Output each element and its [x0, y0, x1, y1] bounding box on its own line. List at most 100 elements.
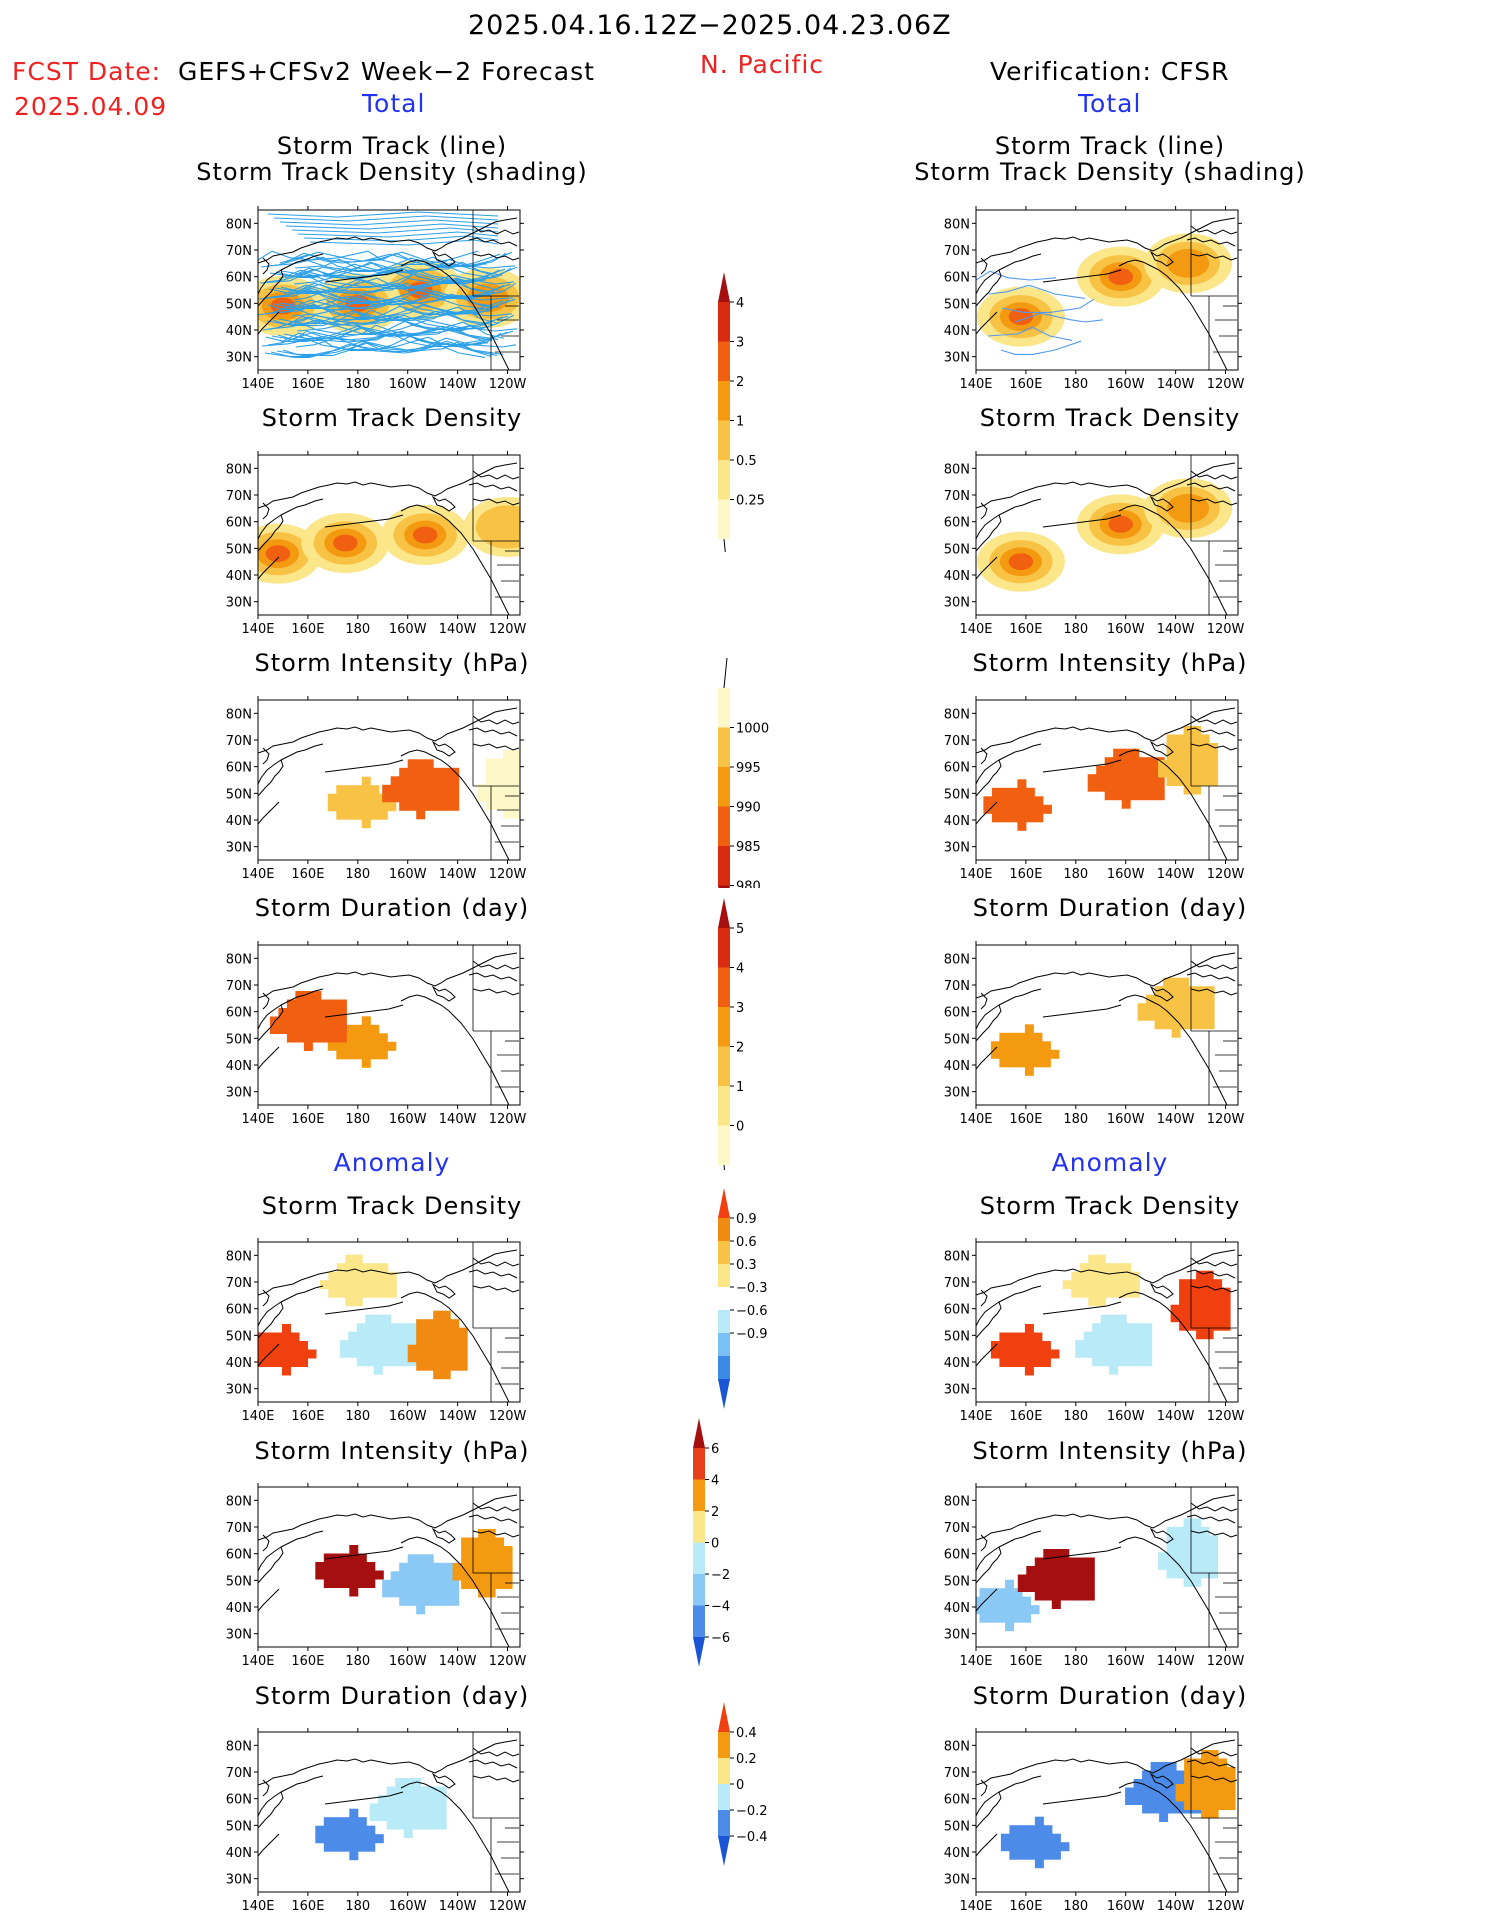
field-cell — [337, 1025, 347, 1034]
x-tick-label: 180 — [1063, 1409, 1088, 1424]
colorbar-tick-label: 3 — [736, 336, 744, 351]
field-cell — [1197, 994, 1207, 1004]
y-tick-label: 40N — [226, 1601, 252, 1616]
field-cell — [407, 767, 417, 777]
colorbar-tick-label: 0 — [736, 1120, 744, 1135]
y-tick-label: 60N — [944, 1303, 970, 1318]
field-cell — [520, 776, 529, 785]
storm-track-line — [282, 300, 504, 315]
field-cell — [1130, 765, 1140, 775]
coastline — [1042, 1301, 1122, 1315]
field-cell — [386, 1795, 396, 1804]
y-tick-label: 60N — [226, 761, 252, 776]
map-frame — [257, 1731, 521, 1893]
forecast-density-map: 140E 160E 180 160W 140W 120W80N70N60N50N40N30… — [226, 451, 527, 637]
field-cell — [258, 1341, 266, 1350]
coastline — [431, 1282, 456, 1299]
y-tick-label: 40N — [226, 324, 252, 339]
colorbar-tick-label: −2 — [711, 1568, 730, 1583]
coastline — [472, 1747, 520, 1757]
field-cell — [1175, 777, 1185, 786]
coastline — [472, 1530, 520, 1538]
field-cell — [441, 1588, 451, 1598]
field-cell — [362, 1280, 372, 1290]
colorbar-tick-label: 1000 — [736, 722, 769, 737]
field-cell — [1009, 1850, 1019, 1860]
coastline — [1118, 504, 1228, 615]
field-cell — [290, 1341, 300, 1350]
field-cell — [1043, 1574, 1053, 1584]
field-cell — [1183, 768, 1193, 778]
coastline — [998, 253, 1042, 271]
coastline — [280, 498, 324, 516]
coastline — [1186, 1269, 1236, 1279]
x-tick-label: 160W — [389, 1409, 427, 1424]
field-cell — [1196, 1296, 1206, 1306]
field-cell — [461, 1571, 471, 1581]
x-tick-label: 160W — [1107, 1112, 1145, 1127]
field-cell — [511, 750, 520, 759]
field-cell — [1100, 1340, 1110, 1350]
field-cell — [1033, 1049, 1043, 1059]
colorbar-tick-label: 0.5 — [736, 454, 757, 469]
field-cell — [1007, 1032, 1017, 1042]
field-cell — [1060, 1574, 1070, 1584]
x-tick-label: 180 — [1063, 1112, 1088, 1127]
coastline — [976, 726, 1100, 754]
x-tick-label: 160W — [1107, 867, 1145, 882]
coastline — [472, 1775, 520, 1783]
field-cell — [1133, 1796, 1143, 1805]
y-tick-label: 50N — [226, 1819, 252, 1834]
field-cell — [286, 1033, 296, 1043]
field-cell — [1016, 1358, 1026, 1367]
x-tick-label: 120W — [1207, 377, 1245, 392]
x-tick-label: 140E — [959, 867, 992, 882]
field-cell — [370, 1024, 380, 1034]
field-cell — [340, 1579, 350, 1588]
field-cell — [407, 1588, 417, 1598]
y-tick-label: 80N — [226, 952, 252, 967]
field-cell — [361, 1058, 371, 1068]
field-cell — [282, 1341, 291, 1350]
coastline — [400, 1291, 510, 1402]
field-cell — [382, 793, 392, 803]
field-cell — [1179, 1279, 1189, 1289]
field-cell — [1171, 977, 1181, 987]
coastline — [258, 726, 382, 754]
field-cell — [340, 1817, 350, 1827]
field-cell — [1142, 1787, 1152, 1797]
x-tick-label: 120W — [1207, 867, 1245, 882]
field-cell — [1060, 1842, 1070, 1852]
field-cell — [399, 784, 409, 794]
field-cell — [1033, 1032, 1043, 1042]
field-cell — [1113, 748, 1123, 758]
field-cell — [303, 1042, 313, 1051]
field-cell — [1050, 1049, 1060, 1059]
x-tick-label: 160E — [291, 1409, 324, 1424]
field-cell — [1092, 1357, 1102, 1367]
field-cell — [407, 1331, 417, 1341]
field-cell — [1121, 774, 1131, 784]
y-tick-label: 80N — [226, 462, 252, 477]
field-cell — [1166, 734, 1176, 744]
field-cell — [1179, 1287, 1189, 1297]
field-cell — [1209, 1535, 1219, 1545]
field-cell — [495, 1563, 505, 1572]
field-cell — [424, 1588, 434, 1598]
field-cell — [520, 784, 529, 793]
field-cell — [387, 1288, 397, 1298]
coastline — [1190, 715, 1238, 725]
field-cell — [424, 1361, 434, 1371]
field-cell — [1201, 1750, 1211, 1759]
field-cell — [303, 1008, 313, 1017]
field-cell — [370, 1271, 380, 1281]
x-tick-label: 180 — [1063, 622, 1088, 637]
field-cell — [999, 1341, 1009, 1350]
storm-track-line — [294, 298, 516, 313]
field-cell — [390, 1331, 400, 1341]
field-cell — [1033, 1332, 1043, 1342]
colorbar-tick-label: 4 — [736, 962, 744, 977]
field-cell — [416, 1353, 426, 1363]
field-cell — [1077, 1557, 1087, 1567]
field-cell — [1201, 1775, 1211, 1785]
